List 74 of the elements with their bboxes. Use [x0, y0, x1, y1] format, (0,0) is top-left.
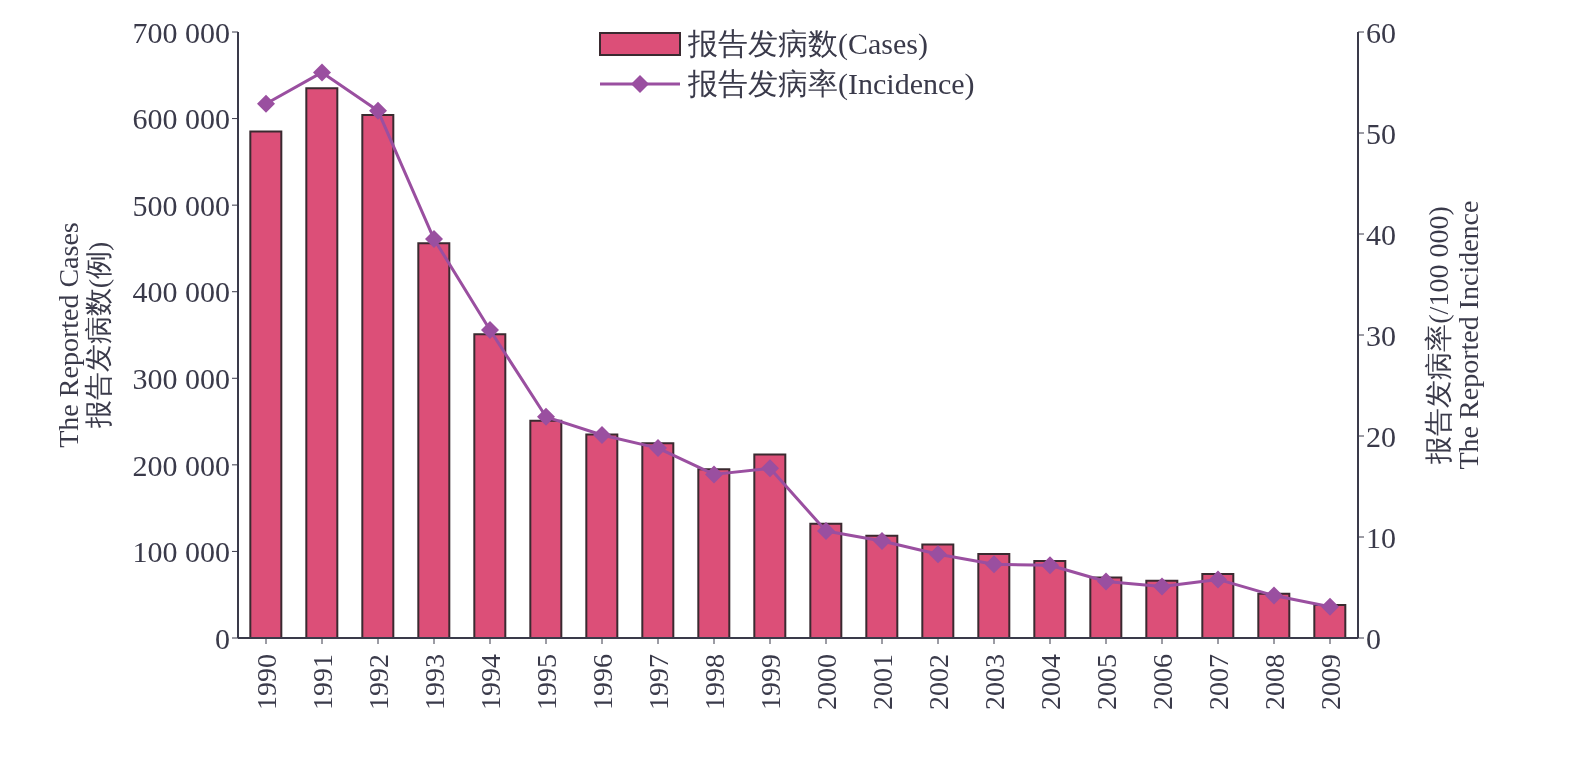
y2-tick-label: 30 [1366, 318, 1396, 352]
point [873, 532, 891, 551]
point [425, 230, 443, 249]
y-tick-label: 500 000 [132, 188, 230, 222]
y2-tick-label: 20 [1366, 419, 1396, 453]
point [761, 459, 779, 478]
x-tick-label: 1993 [418, 654, 450, 710]
bar [1033, 559, 1067, 638]
bar [529, 419, 563, 638]
point [537, 407, 555, 426]
point [1097, 572, 1115, 591]
bar [473, 333, 507, 638]
legend-label: 报告发病率(Incidence) [688, 65, 975, 102]
bar [753, 453, 787, 638]
x-tick-label: 2005 [1090, 654, 1122, 710]
bar [249, 130, 283, 638]
point [1265, 586, 1283, 605]
x-tick-label: 1996 [586, 654, 618, 710]
x-tick-label: 1999 [754, 654, 786, 710]
point [985, 555, 1003, 574]
y-tick-label: 400 000 [132, 275, 230, 309]
bar [697, 468, 731, 638]
y-axis-title: The Reported Cases 报告发病数(例) [53, 222, 114, 448]
y2-tick-label: 0 [1366, 621, 1381, 655]
point [369, 101, 387, 120]
x-tick-label: 1991 [306, 654, 338, 710]
x-tick-label: 1998 [698, 654, 730, 710]
bar [865, 534, 899, 638]
bar [361, 114, 395, 638]
y-tick-label: 0 [215, 621, 230, 655]
x-tick-label: 2002 [922, 654, 954, 710]
point [481, 320, 499, 339]
x-tick-label: 1994 [474, 654, 506, 710]
y-tick-label: 700 000 [132, 15, 230, 49]
bar [641, 442, 675, 638]
x-tick-label: 1995 [530, 654, 562, 710]
x-tick-label: 2003 [978, 654, 1010, 710]
y-tick-label: 100 000 [132, 535, 230, 569]
y2-tick-label: 50 [1366, 116, 1396, 150]
point [649, 439, 667, 458]
y-tick-label: 200 000 [132, 448, 230, 482]
x-tick-label: 2001 [866, 654, 898, 710]
bar [921, 543, 955, 638]
point [257, 94, 275, 113]
point [1041, 556, 1059, 575]
x-tick-label: 2007 [1202, 654, 1234, 710]
x-tick-label: 2008 [1258, 654, 1290, 710]
x-tick-label: 2009 [1314, 654, 1346, 710]
x-tick-label: 1992 [362, 654, 394, 710]
y2-axis-title: 报告发病率(/100 000) The Reported Incidence [1423, 200, 1484, 470]
y2-tick-label: 10 [1366, 520, 1396, 554]
x-tick-label: 1997 [642, 654, 674, 710]
bar [977, 553, 1011, 638]
point [705, 465, 723, 484]
point [313, 63, 331, 82]
y-tick-label: 600 000 [132, 102, 230, 136]
x-tick-label: 2006 [1146, 654, 1178, 710]
y2-tick-label: 60 [1366, 15, 1396, 49]
bar [305, 87, 339, 638]
point [593, 425, 611, 444]
legend-label: 报告发病数(Cases) [688, 25, 928, 62]
point [929, 545, 947, 564]
x-tick-label: 2004 [1034, 654, 1066, 710]
bar [585, 433, 619, 638]
point [1153, 577, 1171, 596]
bar [809, 522, 843, 638]
point [817, 521, 835, 540]
y-tick-label: 300 000 [132, 361, 230, 395]
bar [417, 242, 451, 638]
x-tick-label: 2000 [810, 654, 842, 710]
x-tick-label: 1990 [250, 654, 282, 710]
point [1209, 570, 1227, 589]
y2-tick-label: 40 [1366, 217, 1396, 251]
point [1321, 597, 1339, 616]
